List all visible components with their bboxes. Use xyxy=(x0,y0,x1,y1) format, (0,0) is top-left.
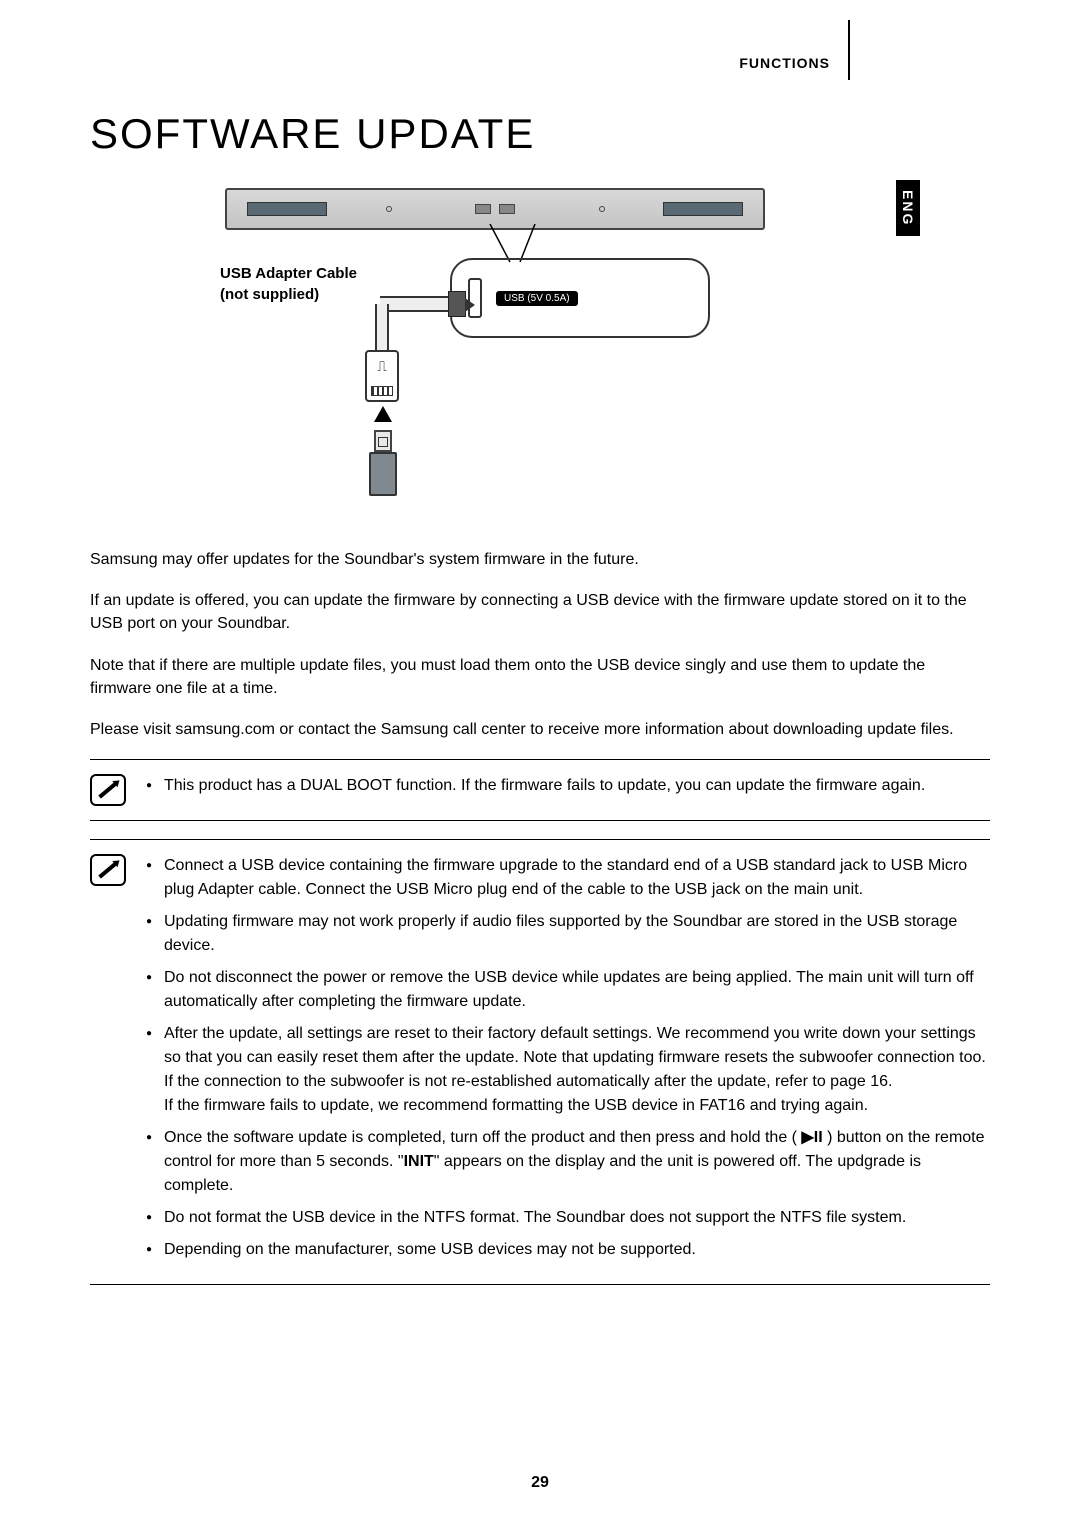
cable-horizontal-icon xyxy=(380,296,452,312)
note-item: This product has a DUAL BOOT function. I… xyxy=(146,774,990,798)
soundbar-button-icon xyxy=(499,204,515,214)
note-block: Connect a USB device containing the firm… xyxy=(90,839,990,1285)
usb-drive-icon xyxy=(369,430,397,496)
adapter-cable-label: USB Adapter Cable (not supplied) xyxy=(220,263,357,305)
note-item: After the update, all settings are reset… xyxy=(146,1022,990,1118)
paragraph: If an update is offered, you can update … xyxy=(90,589,990,635)
page-number: 29 xyxy=(531,1474,549,1492)
usb-port-label: USB (5V 0.5A) xyxy=(496,291,578,306)
note-pencil-icon xyxy=(90,774,126,806)
page-title: SOFTWARE UPDATE xyxy=(90,110,990,158)
note-text: If the connection to the subwoofer is no… xyxy=(164,1073,892,1090)
note-text: After the update, all settings are reset… xyxy=(164,1025,986,1066)
arrow-up-icon xyxy=(374,406,392,422)
paragraph: Please visit samsung.com or contact the … xyxy=(90,718,990,741)
soundbar-dot xyxy=(599,206,605,212)
paragraph: Note that if there are multiple update f… xyxy=(90,654,990,700)
usb-a-contacts-icon xyxy=(371,386,393,396)
note-text: Once the software update is completed, t… xyxy=(164,1129,801,1146)
note-item: Depending on the manufacturer, some USB … xyxy=(146,1238,990,1262)
connection-diagram: USB (5V 0.5A) USB Adapter Cable (not sup… xyxy=(220,188,780,518)
note-text: If the firmware fails to update, we reco… xyxy=(164,1097,868,1114)
soundbar-dot xyxy=(386,206,392,212)
header-divider xyxy=(848,20,850,80)
section-header: FUNCTIONS xyxy=(739,55,830,71)
language-tab: ENG xyxy=(896,180,920,236)
usb-drive-body-icon xyxy=(369,452,397,496)
adapter-label-line2: (not supplied) xyxy=(220,286,319,303)
play-pause-icon: ▶II xyxy=(801,1129,822,1146)
note-pencil-icon xyxy=(90,854,126,886)
usb-a-plug-icon xyxy=(365,350,399,402)
adapter-label-line1: USB Adapter Cable xyxy=(220,265,357,282)
note-item: Do not disconnect the power or remove th… xyxy=(146,966,990,1014)
port-panel: USB (5V 0.5A) xyxy=(450,258,710,338)
body-text: Samsung may offer updates for the Soundb… xyxy=(90,548,990,741)
paragraph: Samsung may offer updates for the Soundb… xyxy=(90,548,990,571)
note-item: Connect a USB device containing the firm… xyxy=(146,854,990,902)
note-item: Do not format the USB device in the NTFS… xyxy=(146,1206,990,1230)
speaker-right-icon xyxy=(663,202,743,216)
speaker-left-icon xyxy=(247,202,327,216)
note-item: Once the software update is completed, t… xyxy=(146,1126,990,1198)
micro-usb-plug-icon xyxy=(448,291,466,317)
soundbar-center xyxy=(450,198,540,220)
soundbar-button-icon xyxy=(475,204,491,214)
cable-vertical-icon xyxy=(375,304,389,354)
note-content: This product has a DUAL BOOT function. I… xyxy=(146,774,990,806)
usb-drive-connector-icon xyxy=(374,430,392,452)
note-content: Connect a USB device containing the firm… xyxy=(146,854,990,1270)
note-item: Updating firmware may not work properly … xyxy=(146,910,990,958)
note-block: This product has a DUAL BOOT function. I… xyxy=(90,759,990,821)
init-label: INIT xyxy=(404,1153,434,1170)
